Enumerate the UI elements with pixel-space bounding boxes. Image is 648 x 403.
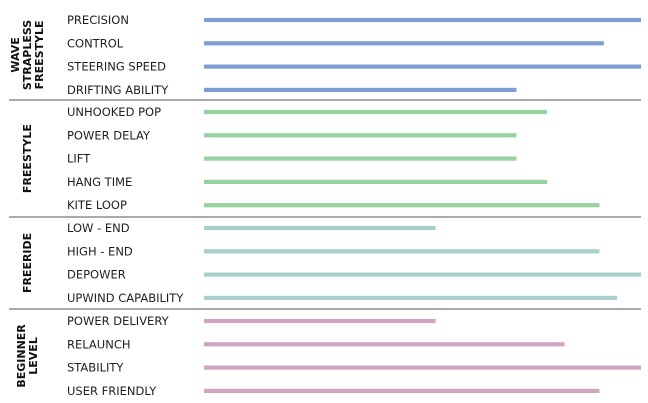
category-label: HANG TIME [67,175,132,189]
bar [204,249,600,254]
category-label: POWER DELIVERY [67,314,170,328]
group-label: FREESTYLE [21,124,34,193]
bar [204,41,604,46]
category-label: LOW - END [67,221,130,235]
bar [204,342,565,347]
category-label: DRIFTING ABILITY [67,83,169,97]
group-label-line: BEGINNER [15,324,28,388]
category-label: PRECISION [67,13,129,27]
category-label: HIGH - END [67,244,133,258]
group-label-line: FREESTYLE [21,124,34,193]
category-label: POWER DELAY [67,128,151,142]
category-label: UPWIND CAPABILITY [67,291,184,305]
bar [204,318,436,324]
category-label: CONTROL [67,36,124,50]
group-label-line: LEVEL [27,337,40,375]
group-label: FREERIDE [21,233,34,293]
category-label: STEERING SPEED [67,60,166,74]
group-label-line: FREERIDE [21,233,34,293]
group-label: WAVE STRAPLESS FREESTYLE [9,20,46,90]
bar [204,272,641,277]
group-label: BEGINNER LEVEL [15,324,40,388]
category-label: KITE LOOP [67,198,127,212]
category-label: STABILITY [67,361,124,375]
bar [204,64,641,69]
group-label-line: WAVE [9,37,22,72]
category-label: DEPOWER [67,268,126,282]
category-label: RELAUNCH [67,337,131,351]
bar [204,203,600,208]
bar [204,179,548,184]
group-label-line: FREESTYLE [33,20,46,89]
group-label-line: STRAPLESS [21,20,34,90]
category-label: LIFT [67,152,91,166]
bar [204,295,617,300]
category-label: UNHOOKED POP [67,105,161,119]
bar [204,388,600,393]
bar [204,156,517,161]
bar [204,225,436,231]
bar [204,87,517,92]
category-label: USER FRIENDLY [67,384,157,398]
bar [204,133,517,138]
bar [204,109,548,115]
bar [204,365,641,370]
bar [204,17,641,23]
